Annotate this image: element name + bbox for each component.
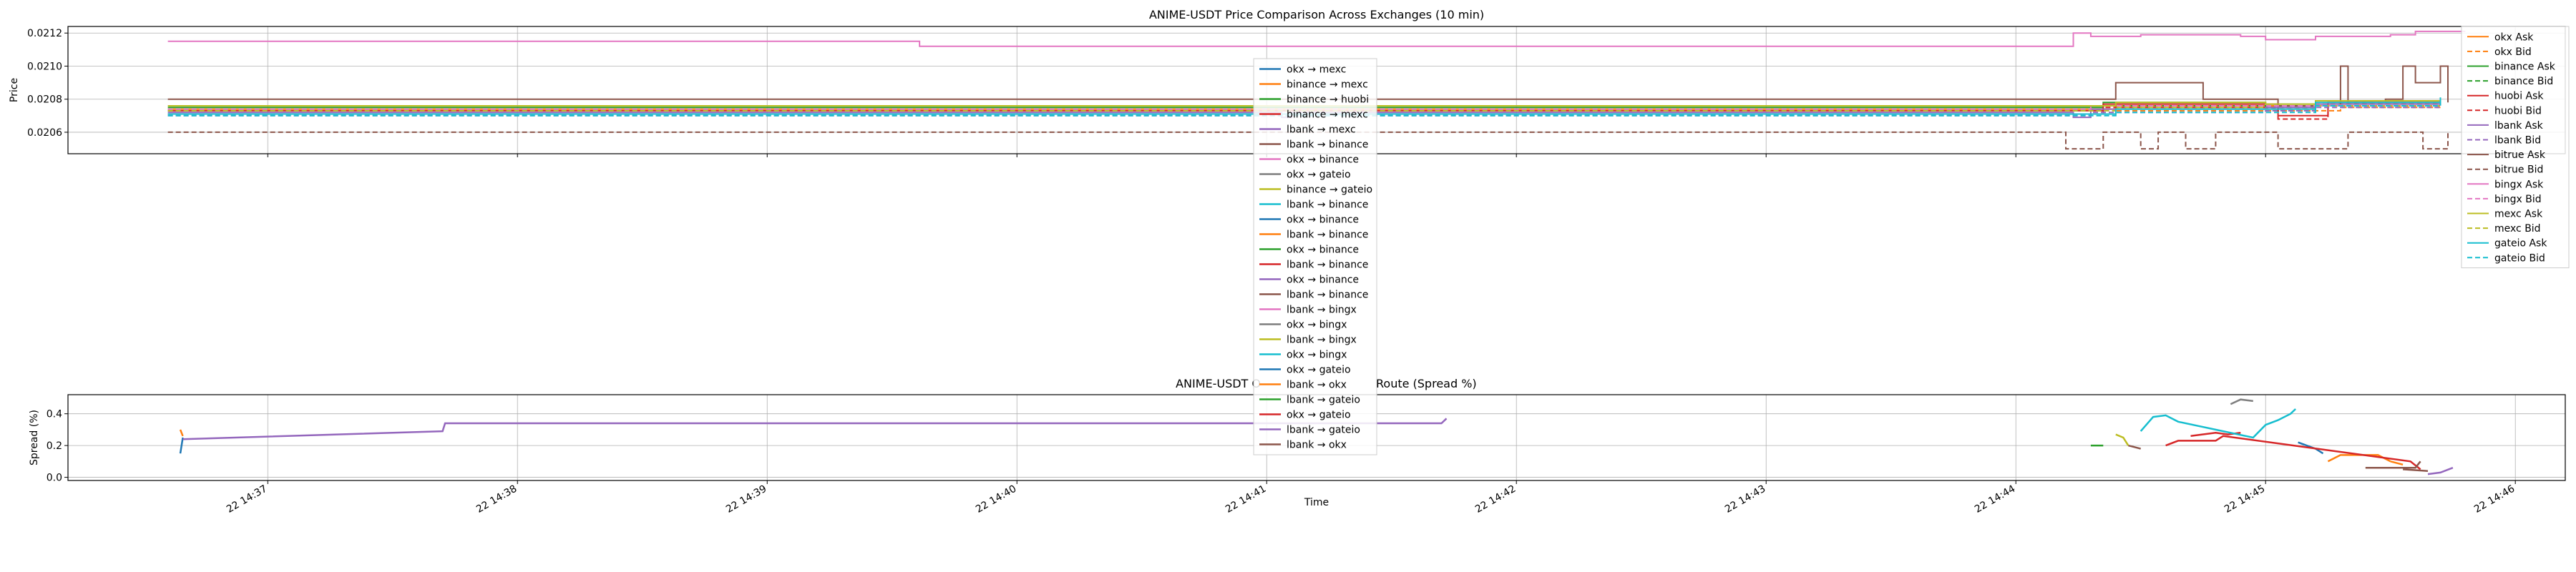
legend-label: lbank → binance [1287,199,1368,211]
spread-chart-y-label: Spread (%) [29,410,40,465]
legend-label: lbank → gateio [1287,425,1360,436]
legend-label: okx → binance [1287,154,1359,166]
y-tick-label: 0.4 [47,409,62,420]
route-legend-box [1253,58,1377,455]
legend-label: lbank → binance [1287,290,1368,301]
legend-label: lbank → binance [1287,260,1368,271]
legend-label: okx → gateio [1287,169,1351,181]
route-legend: okx → mexc binance → mexc binance → huobi b… [1253,58,1377,455]
legend-label: binance Ask [2494,61,2556,73]
price-series-mexc-bid [167,104,2441,112]
legend-label: lbank → okx [1287,440,1347,451]
spread-series-25 [2403,468,2429,472]
spread-chart-x-label: Time [1304,497,1329,508]
spread-series-4 [182,418,1448,440]
price-chart-title: ANIME-USDT Price Comparison Across Excha… [1149,8,1484,21]
legend-label: bingx Bid [2494,194,2542,205]
legend-label: gateio Ask [2494,238,2547,250]
legend-label: lbank Ask [2494,120,2544,132]
legend-label: lbank → okx [1287,380,1347,391]
legend-label: lbank Bid [2494,135,2541,147]
legend-label: okx → bingx [1287,320,1347,331]
legend-label: okx Bid [2494,46,2532,58]
legend-label: bitrue Ask [2494,149,2546,161]
legend-label: okx → gateio [1287,365,1351,376]
spread-series-0 [179,437,184,454]
legend-label: mexc Bid [2494,223,2541,235]
legend-label: lbank → binance [1287,139,1368,151]
spread-series-13 [2165,435,2421,470]
legend-label: lbank → bingx [1287,335,1357,346]
legend-label: binance → mexc [1287,109,1368,121]
legend-label: bingx Ask [2494,179,2544,190]
price-chart-series [167,30,2466,150]
legend-label: binance → huobi [1287,94,1369,106]
y-tick-label: 0.2 [47,440,62,452]
price-series-mexc-ask [167,99,2441,107]
spread-series-8 [2115,433,2129,446]
spread-series-21 [2390,460,2404,466]
legend-label: lbank → mexc [1287,124,1356,136]
spread-series-5 [2127,444,2142,450]
legend-label: huobi Bid [2494,105,2542,117]
legend-label: bitrue Bid [2494,164,2543,176]
legend-label: mexc Ask [2494,209,2543,220]
legend-label: okx → binance [1287,245,1359,256]
legend-label: okx → mexc [1287,64,1346,76]
price-chart-y-ticks: 0.0206 0.0208 0.0210 0.0212 [27,28,68,139]
spread-series-7 [2230,398,2253,405]
legend-label: binance → mexc [1287,79,1368,91]
y-tick-label: 0.0 [47,473,62,484]
price-chart: ANIME-USDT Price Comparison Across Excha… [9,8,2570,269]
spread-chart-y-ticks: 0.0 0.2 0.4 [47,409,68,484]
spread-series-14 [2427,467,2454,475]
legend-label: lbank → gateio [1287,395,1360,406]
legend-label: gateio Bid [2494,252,2545,264]
legend-label: binance → gateio [1287,184,1372,196]
spread-series-15 [2365,460,2421,469]
y-tick-label: 0.0206 [27,127,62,139]
spread-series-1 [179,429,184,437]
y-tick-label: 0.0210 [27,61,62,72]
y-tick-label: 0.0212 [27,28,62,39]
price-series-gateio-ask [167,97,2441,115]
legend-label: okx → bingx [1287,350,1347,361]
spread-chart-title-right: Route (Spread %) [1376,377,1477,390]
legend-label: okx Ask [2494,31,2534,43]
price-series-gateio-bid [167,101,2441,117]
spread-chart-title-left: ANIME-USDT O [1176,377,1261,390]
legend-label: huobi Ask [2494,91,2544,102]
spread-chart-series [179,398,2454,475]
legend-label: okx → gateio [1287,410,1351,421]
legend-label: okx → binance [1287,214,1359,226]
price-chart-y-label: Price [9,78,20,102]
price-chart-legend: okx Ask okx Bid binance Ask binance Bid huob… [2461,26,2570,269]
price-series-bingx-ask [167,30,2466,47]
legend-label: okx → binance [1287,275,1359,286]
legend-label: binance Bid [2494,76,2553,87]
legend-label: lbank → bingx [1287,305,1357,316]
price-series-bitrue-ask [167,65,2449,107]
y-tick-label: 0.0208 [27,94,62,106]
legend-label: lbank → binance [1287,230,1368,241]
spread-series-9 [2140,408,2296,439]
